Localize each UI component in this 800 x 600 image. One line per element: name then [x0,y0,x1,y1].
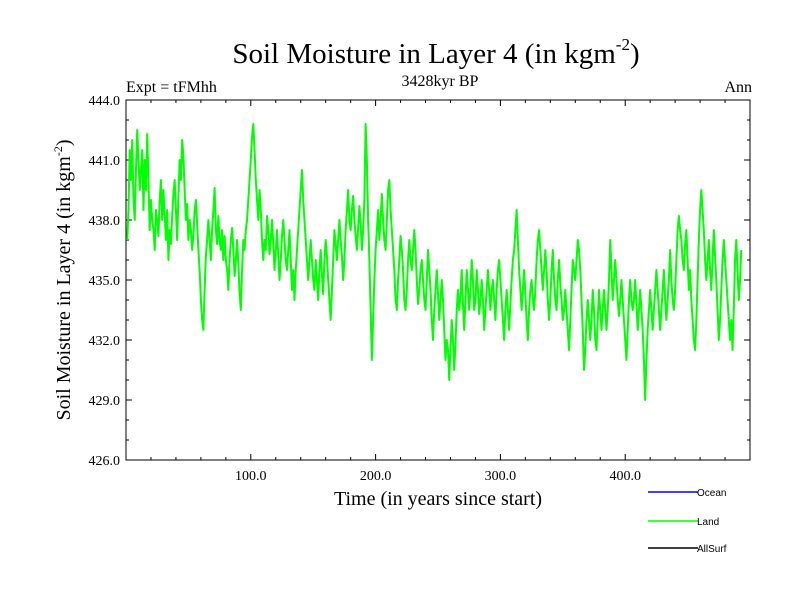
legend-label-ocean: Ocean [697,488,726,499]
chart-title: Soil Moisture in Layer 4 (in kgm-2) [232,35,639,70]
series-line-land [126,123,743,401]
y-axis-ticks: 426.0 429.0 432.0 435.0 438.0 441.0 444.0 [89,94,750,469]
series-layer [126,123,743,401]
y-tick-label: 441.0 [89,154,121,169]
y-tick-label: 429.0 [89,394,121,409]
y-tick-label: 435.0 [89,274,121,289]
x-tick-label: 400.0 [609,469,641,484]
legend: Ocean Land AllSurf [648,488,727,555]
legend-label-allsurf: AllSurf [697,544,727,555]
x-axis-ticks: 100.0 200.0 300.0 400.0 [150,100,726,484]
x-tick-label: 300.0 [485,469,517,484]
season-label: Ann [724,79,752,96]
y-tick-label: 426.0 [89,454,121,469]
x-tick-label: 100.0 [235,469,267,484]
x-axis-label: Time (in years since start) [334,488,542,510]
y-tick-label: 438.0 [89,214,121,229]
y-axis-label: Soil Moisture in Layer 4 (in kgm-2) [51,139,75,420]
legend-label-land: Land [697,517,719,528]
chart-subtitle: 3428kyr BP [402,73,479,90]
x-tick-label: 200.0 [360,469,392,484]
y-tick-label: 432.0 [89,334,121,349]
y-tick-label: 444.0 [89,94,121,109]
experiment-label: Expt = tFMhh [126,79,217,96]
